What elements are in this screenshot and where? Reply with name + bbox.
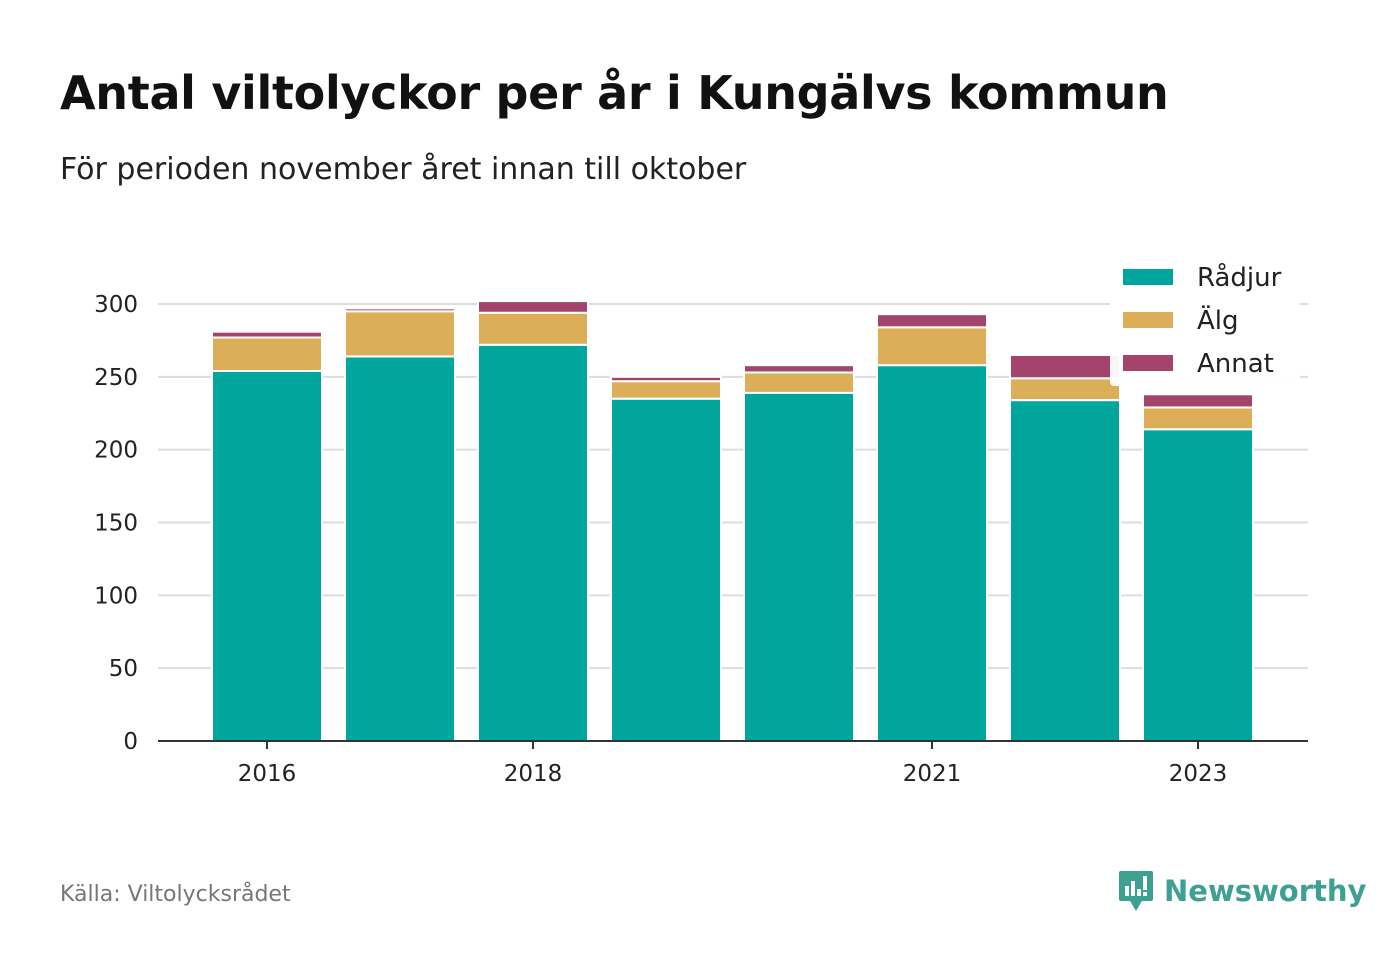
bar-segment-r-djur bbox=[876, 364, 988, 742]
bar-segment-r-djur bbox=[610, 397, 722, 742]
bar-segment-annat bbox=[610, 375, 722, 383]
bar-segment-r-djur bbox=[1142, 428, 1254, 742]
bar-segment--lg bbox=[344, 310, 456, 358]
bar-segment--lg bbox=[477, 311, 589, 346]
legend: Rådjur Älg Annat bbox=[1110, 258, 1300, 386]
bar-segment-r-djur bbox=[743, 391, 855, 742]
x-tick-label: 2018 bbox=[504, 761, 563, 787]
bar-segment-annat bbox=[1009, 353, 1121, 380]
bar-segment-annat bbox=[876, 313, 988, 329]
brand-name: Newsworthy bbox=[1164, 874, 1367, 908]
bar-segment-annat bbox=[344, 307, 456, 313]
legend-swatch bbox=[1123, 269, 1173, 285]
bar-segment--lg bbox=[610, 380, 722, 400]
y-tick-label: 300 bbox=[94, 292, 138, 318]
bar-segment--lg bbox=[876, 326, 988, 367]
bars bbox=[211, 300, 1254, 742]
bar-segment-r-djur bbox=[477, 343, 589, 742]
y-tick-label: 0 bbox=[123, 729, 138, 755]
legend-label: Rådjur bbox=[1197, 262, 1282, 293]
chart-title: Antal viltolyckor per år i Kungälvs komm… bbox=[60, 66, 1169, 120]
x-tick-label: 2021 bbox=[903, 761, 962, 787]
bar-segment--lg bbox=[1142, 406, 1254, 431]
legend-label: Älg bbox=[1197, 304, 1239, 336]
bar-segment-r-djur bbox=[344, 355, 456, 742]
legend-label: Annat bbox=[1197, 349, 1274, 379]
newsworthy-logo-icon bbox=[1119, 871, 1153, 911]
bar-segment-annat bbox=[211, 330, 323, 339]
y-tick-label: 150 bbox=[94, 511, 138, 537]
legend-background bbox=[1110, 258, 1300, 386]
bar-segment-annat bbox=[1142, 393, 1254, 409]
bar-segment-annat bbox=[477, 300, 589, 314]
y-tick-label: 250 bbox=[94, 365, 138, 391]
x-tick-label: 2016 bbox=[238, 761, 297, 787]
y-tick-label: 200 bbox=[94, 438, 138, 464]
bar-segment-r-djur bbox=[211, 370, 323, 742]
legend-swatch bbox=[1123, 355, 1173, 371]
bar-segment--lg bbox=[211, 336, 323, 373]
chart-subtitle: För perioden november året innan till ok… bbox=[60, 152, 747, 187]
legend-swatch bbox=[1123, 312, 1173, 328]
y-tick-label: 50 bbox=[109, 656, 138, 682]
y-axis-ticks: 0 50 100 150 200 250 300 bbox=[94, 292, 138, 755]
x-axis: 2016 2018 2021 2023 bbox=[158, 740, 1308, 787]
brand-logo: Newsworthy bbox=[1118, 868, 1366, 914]
source-note: Källa: Viltolycksrådet bbox=[60, 882, 291, 907]
x-tick-label: 2023 bbox=[1169, 761, 1228, 787]
bar-segment--lg bbox=[1009, 377, 1121, 402]
y-tick-label: 100 bbox=[94, 583, 138, 609]
bar-segment-annat bbox=[743, 364, 855, 374]
bar-segment-r-djur bbox=[1009, 399, 1121, 742]
bar-segment--lg bbox=[743, 371, 855, 394]
